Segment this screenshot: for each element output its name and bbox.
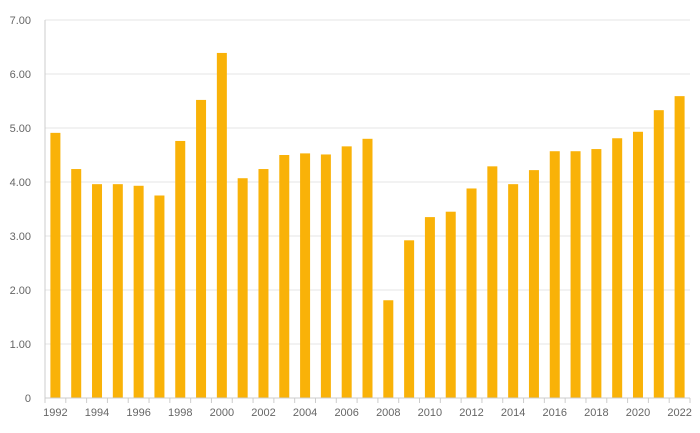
bar-2014 — [508, 184, 519, 398]
bar-2022 — [674, 96, 685, 398]
x-tick-label: 1998 — [168, 407, 192, 419]
y-tick-label: 2.00 — [10, 285, 31, 297]
bar-2005 — [320, 154, 331, 398]
bar-2013 — [487, 166, 498, 398]
x-tick-label: 2002 — [251, 407, 275, 419]
bar-2006 — [341, 146, 352, 398]
y-tick-label: 4.00 — [10, 177, 31, 189]
bar-1998 — [175, 140, 186, 398]
bar-2010 — [424, 217, 435, 398]
x-tick-label: 2006 — [334, 407, 358, 419]
bar-1994 — [92, 184, 103, 398]
bar-2019 — [612, 138, 623, 398]
bar-1999 — [196, 99, 207, 399]
x-tick-label: 2004 — [293, 407, 317, 419]
bar-1993 — [71, 169, 82, 398]
bar-2008 — [383, 300, 394, 398]
bar-2018 — [591, 149, 602, 398]
x-tick-label: 2022 — [667, 407, 691, 419]
bars — [50, 52, 685, 399]
x-tick-label: 2008 — [376, 407, 400, 419]
y-tick-label: 6.00 — [10, 69, 31, 81]
bar-2017 — [570, 151, 581, 398]
bar-1995 — [112, 184, 123, 398]
bar-1992 — [50, 132, 61, 399]
bar-2001 — [237, 178, 248, 398]
bar-2009 — [404, 240, 415, 398]
x-tick-label: 2010 — [418, 407, 442, 419]
x-tick-label: 2000 — [210, 407, 234, 419]
bar-2011 — [445, 211, 456, 398]
bar-2015 — [528, 170, 539, 398]
y-tick-label: 0 — [25, 393, 31, 405]
bar-2021 — [653, 110, 664, 399]
y-tick-label: 5.00 — [10, 123, 31, 135]
x-tick-label: 2014 — [501, 407, 525, 419]
bar-2007 — [362, 138, 373, 399]
bar-2012 — [466, 188, 477, 398]
x-tick-label: 1996 — [126, 407, 150, 419]
bar-2000 — [216, 52, 227, 398]
bar-2004 — [300, 153, 311, 398]
y-tick-label: 7.00 — [10, 15, 31, 27]
x-axis: 1992 1994 1996 1998 2000 2002 2004 2006 2008 2010… — [43, 397, 692, 419]
x-tick-label: 1992 — [43, 407, 67, 419]
y-tick-label: 3.00 — [10, 231, 31, 243]
bar-2020 — [632, 131, 643, 398]
x-tick-label: 2012 — [459, 407, 483, 419]
x-tick-label: 2020 — [626, 407, 650, 419]
x-tick-label: 1994 — [85, 407, 109, 419]
bar-1996 — [133, 185, 144, 398]
bar-2016 — [549, 151, 560, 398]
y-axis: 0 1.00 2.00 3.00 4.00 5.00 6.00 7.00 — [10, 15, 46, 405]
x-tick-label: 2016 — [543, 407, 567, 419]
x-tick-label: 2018 — [584, 407, 608, 419]
bar-1997 — [154, 195, 165, 398]
bar-2003 — [279, 155, 290, 398]
bar-2002 — [258, 169, 269, 398]
y-tick-label: 1.00 — [10, 339, 31, 351]
